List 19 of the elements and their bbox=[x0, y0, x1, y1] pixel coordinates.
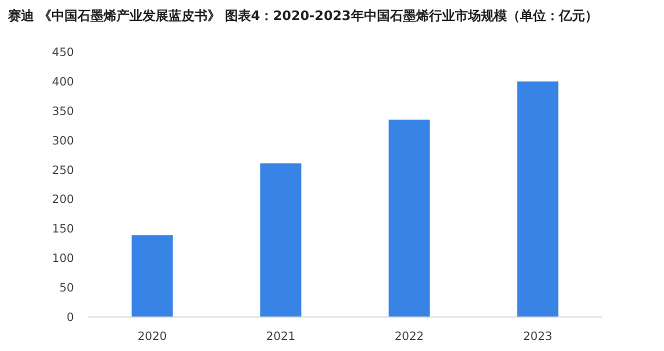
y-tick-label: 350 bbox=[52, 104, 74, 118]
bar bbox=[260, 163, 302, 317]
y-tick-label: 0 bbox=[66, 310, 74, 324]
y-tick-label: 50 bbox=[59, 280, 74, 295]
y-tick-label: 250 bbox=[52, 162, 74, 177]
bar bbox=[517, 81, 558, 317]
y-tick-label: 150 bbox=[52, 222, 74, 236]
y-tick-label: 100 bbox=[52, 251, 74, 266]
y-tick-label: 400 bbox=[52, 74, 74, 88]
x-tick-label: 2023 bbox=[523, 329, 552, 343]
bar bbox=[132, 235, 173, 317]
y-tick-label: 450 bbox=[52, 45, 74, 59]
bar bbox=[388, 120, 430, 317]
chart-title: 赛迪 《中国石墨烯产业发展蓝皮书》 图表4：2020-2023年中国石墨烯行业市场规模（单位：亿元） bbox=[7, 8, 598, 24]
x-tick-label: 2020 bbox=[138, 329, 167, 343]
y-tick-label: 300 bbox=[52, 133, 74, 148]
x-tick-label: 2022 bbox=[394, 329, 424, 343]
y-tick-label: 200 bbox=[52, 192, 74, 206]
x-tick-label: 2021 bbox=[266, 329, 296, 343]
